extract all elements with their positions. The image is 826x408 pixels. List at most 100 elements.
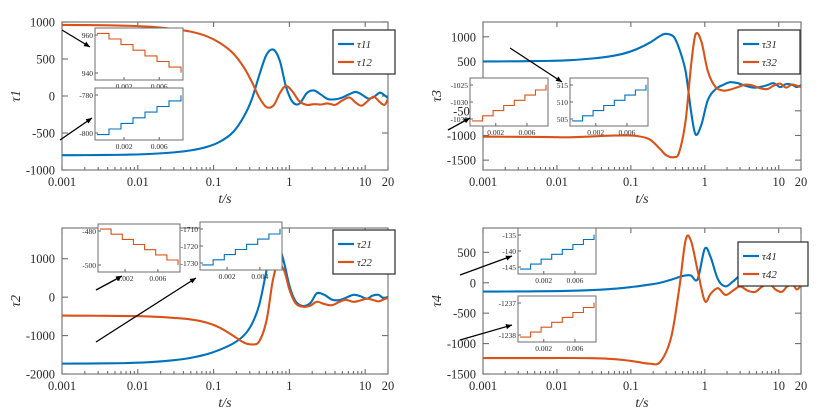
series-line-τ41	[483, 246, 801, 293]
y-tick-label: -1500	[447, 368, 476, 382]
inset-y-tick-label: -1035	[451, 115, 469, 124]
annotation-arrowhead	[463, 118, 470, 124]
inset-x-tick-label: 0.006	[567, 276, 584, 285]
legend-tau2[interactable]: τ21 τ22	[332, 229, 396, 275]
x-tick-label: 0.001	[469, 175, 497, 189]
y-tick-label: 1000	[451, 30, 476, 44]
inset-frame	[469, 77, 549, 127]
x-axis-label: t/s	[218, 192, 232, 207]
y-tick-label: 1000	[30, 16, 55, 30]
inset-x-tick-label: 0.002	[535, 276, 552, 285]
inset-x-tick-label: 0.004	[251, 272, 268, 281]
inset-tau2-inset-left: -480 -500 0.002 0.006	[82, 223, 181, 291]
series-line-τ12	[62, 23, 388, 109]
annotation-arrowhead	[115, 276, 122, 282]
x-tick-label: 1	[286, 175, 292, 189]
inset-tau1-inset-upper: 960 940 0.002 0.006	[61, 27, 184, 91]
inset-y-tick-label: 940	[82, 69, 94, 78]
inset-x-tick-label: 0.006	[149, 274, 166, 283]
legend-tau3[interactable]: τ31 τ32	[737, 29, 801, 75]
legend-tau4[interactable]: τ41 τ42	[737, 241, 809, 287]
y-axis-label: τ3	[430, 90, 445, 102]
inset-frame	[97, 223, 181, 273]
annotation-arrowhead	[505, 255, 512, 261]
inset-tau1-inset-lower: -780 -800 0.002 0.006	[59, 87, 184, 151]
x-tick-label: 0.01	[546, 175, 568, 189]
inset-tau4-inset-lower: -1237 -1238 0.002 0.006	[459, 295, 597, 353]
annotation-arrow	[61, 29, 91, 48]
x-tick-label: 20	[382, 175, 395, 189]
annotation-arrowhead	[83, 41, 90, 47]
legend-label: τ31	[762, 39, 777, 51]
y-axis-label: τ2	[9, 295, 24, 307]
inset-series-line	[202, 228, 281, 266]
inset-series-line	[572, 84, 647, 122]
inset-tau2-inset-right: -1710 -1720 -1730 0.002 0.004	[95, 221, 283, 343]
inset-y-tick-label: -140	[502, 247, 516, 256]
legend-tau1[interactable]: τ11 τ12	[332, 29, 396, 75]
legend-box	[332, 229, 396, 275]
inset-y-tick-label: -135	[502, 231, 516, 240]
x-tick-label: 1	[702, 175, 708, 189]
x-tick-label: 0.001	[469, 379, 497, 393]
inset-y-tick-label: -500	[82, 261, 96, 270]
legend-label: τ11	[357, 39, 371, 51]
inset-x-tick-label: 0.006	[519, 128, 536, 137]
inset-y-tick-label: 510	[557, 98, 569, 107]
annotation-arrow	[509, 47, 563, 83]
inset-y-tick-label: 515	[557, 81, 569, 90]
y-tick-label: -500	[32, 127, 55, 141]
y-axis-label: τ4	[430, 295, 445, 307]
y-tick-label: -500	[453, 307, 476, 321]
inset-frame	[517, 227, 597, 275]
legend-label: τ21	[357, 239, 372, 251]
inset-frame	[94, 87, 184, 141]
x-tick-label: 1	[702, 379, 708, 393]
x-tick-label: 0.01	[546, 379, 568, 393]
inset-y-tick-label: -145	[502, 263, 516, 272]
y-tick-label: -1000	[447, 129, 476, 143]
y-tick-label: 1000	[30, 252, 55, 266]
inset-y-tick-label: -1730	[181, 259, 199, 268]
annotation-arrow	[95, 277, 197, 343]
x-axis-label: t/s	[635, 396, 649, 408]
inset-series-line	[520, 234, 595, 270]
annotation-arrowhead	[505, 324, 512, 330]
legend-label: τ42	[762, 269, 777, 281]
legend-box	[737, 241, 809, 287]
inset-y-tick-label: 960	[82, 31, 94, 40]
inset-frame	[569, 77, 649, 127]
legend-box	[737, 29, 801, 75]
inset-y-tick-label: -480	[82, 227, 96, 236]
x-axis-label: t/s	[218, 396, 232, 408]
x-tick-label: 20	[382, 379, 395, 393]
inset-y-tick-label: 505	[557, 115, 569, 124]
x-tick-label: 10	[359, 175, 372, 189]
inset-y-tick-label: -1030	[451, 98, 469, 107]
series-line-τ42	[483, 234, 801, 366]
series-line-τ21	[62, 238, 388, 365]
legend-label: τ32	[762, 57, 777, 69]
x-tick-label: 10	[772, 379, 785, 393]
legend-label: τ22	[357, 257, 372, 269]
inset-series-line	[100, 228, 179, 266]
legend-label: τ41	[762, 251, 777, 263]
y-tick-label: 500	[457, 246, 476, 260]
y-tick-label: 0	[470, 80, 476, 94]
inset-frame	[94, 27, 184, 81]
x-tick-label: 0.01	[127, 175, 149, 189]
y-tick-label: -2000	[26, 368, 55, 382]
inset-y-tick-label: -780	[79, 91, 93, 100]
annotation-arrowhead	[189, 278, 196, 284]
y-tick-label: 500	[457, 55, 476, 69]
inset-y-tick-label: -1237	[499, 299, 517, 308]
inset-y-tick-label: -1238	[499, 331, 517, 340]
axis-frame	[61, 21, 389, 171]
annotation-arrowhead	[85, 118, 92, 124]
inset-x-tick-label: 0.006	[619, 128, 636, 137]
y-tick-label: 0	[470, 276, 476, 290]
annotation-arrow	[459, 324, 513, 341]
inset-x-tick-label: 0.002	[219, 272, 236, 281]
